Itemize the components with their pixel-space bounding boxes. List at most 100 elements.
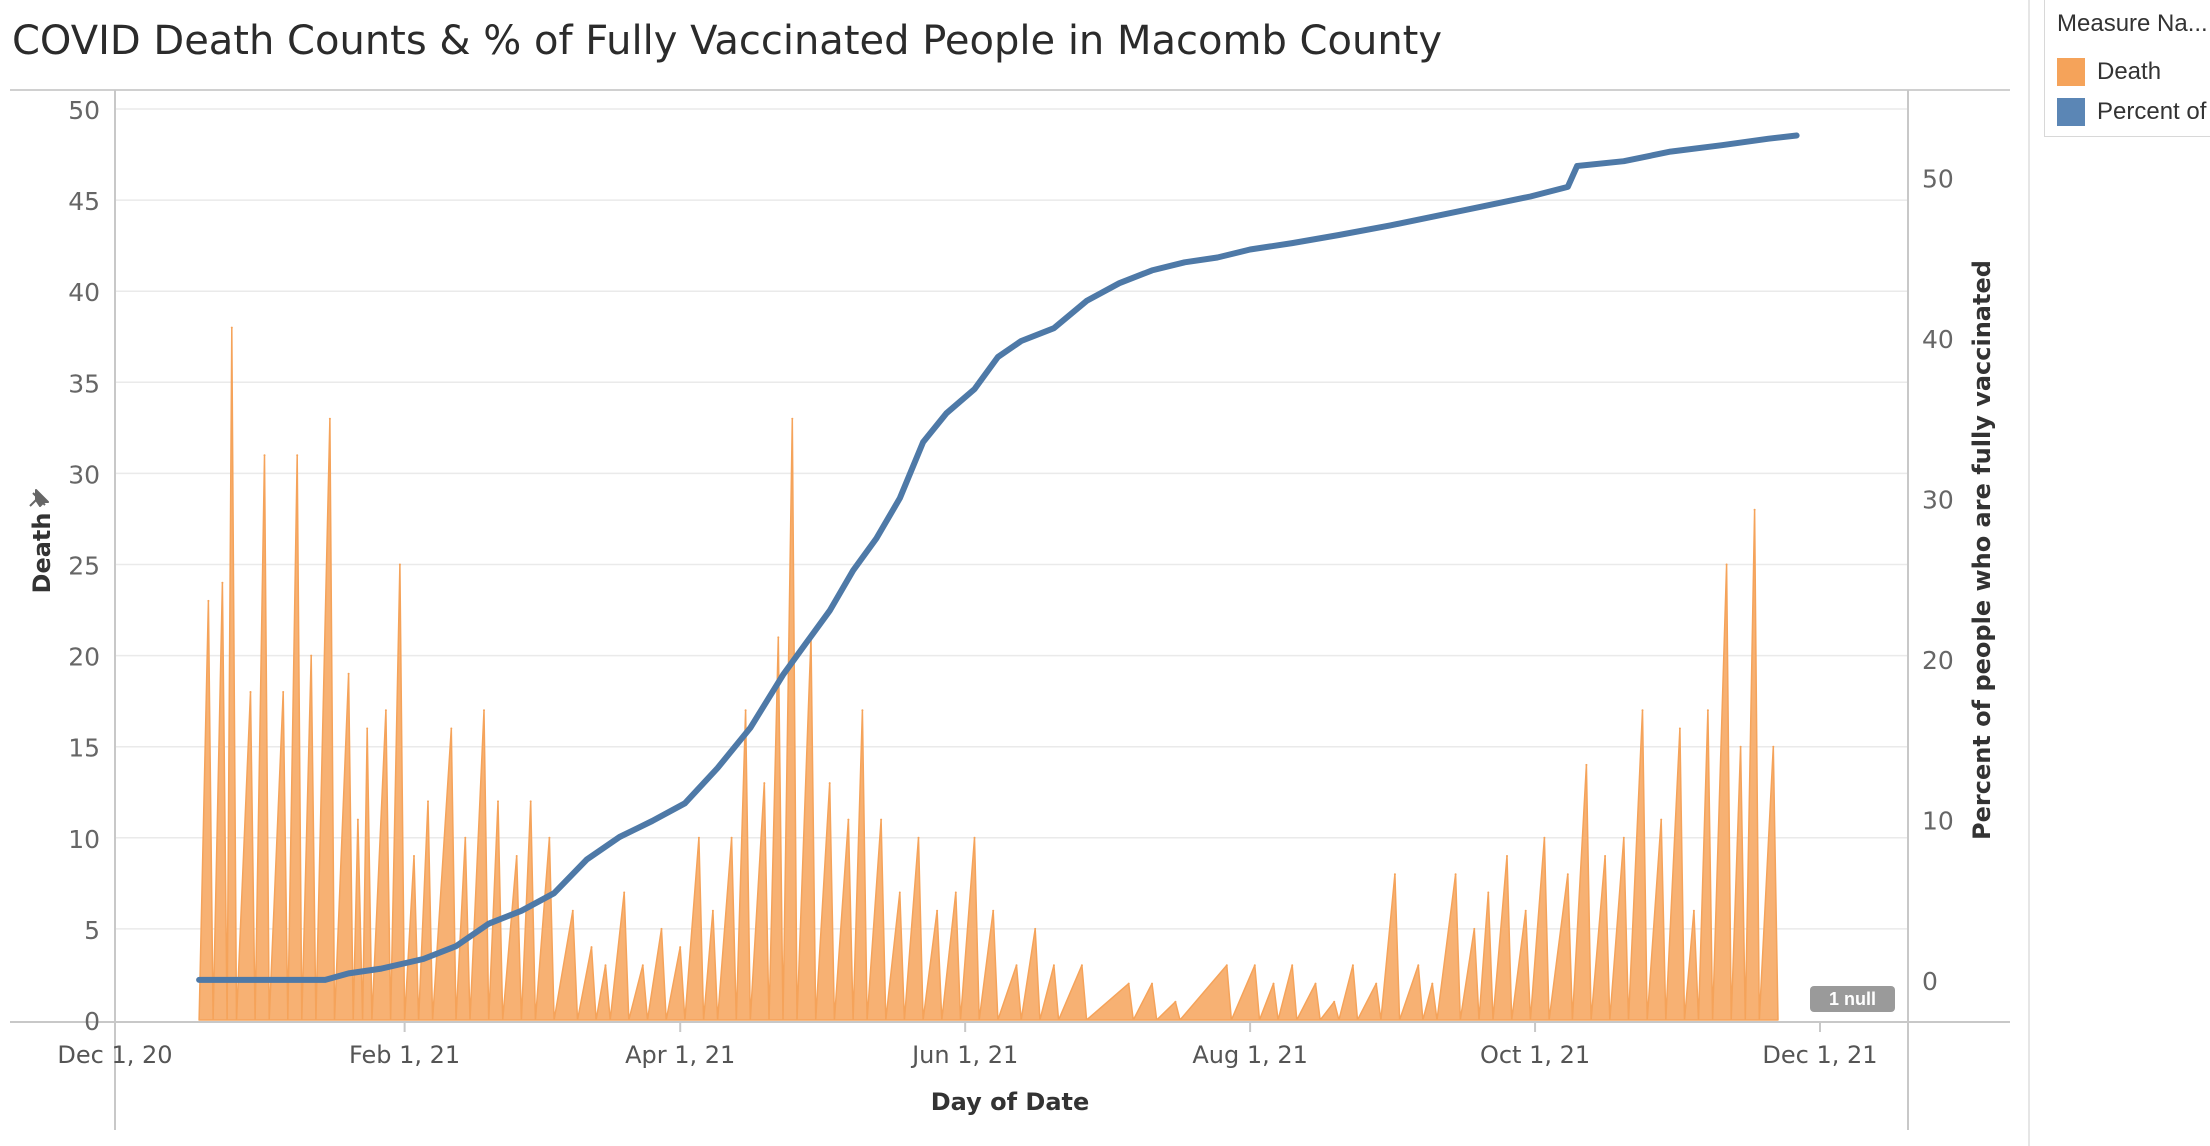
vaccinated-point[interactable]: [455, 945, 457, 948]
death-point[interactable]: [880, 818, 883, 821]
vaccinated-point[interactable]: [198, 978, 201, 981]
vaccinated-point[interactable]: [1085, 299, 1088, 302]
vaccinated-point[interactable]: [347, 972, 350, 975]
death-point[interactable]: [548, 836, 551, 839]
death-point[interactable]: [483, 709, 485, 712]
death-point[interactable]: [763, 782, 766, 785]
vaccinated-point[interactable]: [520, 909, 523, 912]
death-point[interactable]: [427, 800, 429, 803]
vaccinated-point[interactable]: [1337, 234, 1340, 236]
death-point[interactable]: [1622, 836, 1625, 839]
vaccinated-point[interactable]: [683, 802, 686, 805]
vaccinated-point[interactable]: [1249, 248, 1252, 251]
vaccinated-point[interactable]: [324, 978, 327, 981]
death-point[interactable]: [777, 636, 780, 639]
vaccinated-point[interactable]: [258, 978, 261, 981]
vaccinated-point[interactable]: [1020, 340, 1023, 342]
legend-item-death[interactable]: Death: [2057, 58, 2161, 86]
death-point[interactable]: [1487, 891, 1490, 894]
death-point[interactable]: [1174, 1000, 1177, 1003]
vaccinated-point[interactable]: [945, 412, 948, 415]
vaccinated-point[interactable]: [749, 726, 752, 729]
vaccinated-point[interactable]: [651, 820, 654, 822]
death-point[interactable]: [1015, 964, 1018, 967]
death-point[interactable]: [679, 946, 682, 949]
death-point[interactable]: [571, 909, 574, 912]
vaccinated-point[interactable]: [1151, 269, 1153, 272]
death-point[interactable]: [1291, 964, 1294, 967]
death-point[interactable]: [282, 691, 285, 693]
death-point[interactable]: [1431, 982, 1434, 985]
death-point[interactable]: [1225, 964, 1228, 967]
death-point[interactable]: [1660, 818, 1663, 821]
death-point[interactable]: [296, 454, 299, 457]
death-point[interactable]: [1585, 763, 1588, 766]
death-point[interactable]: [847, 818, 850, 821]
legend-item-percent[interactable]: Percent of: [2057, 98, 2206, 126]
vaccinated-point[interactable]: [805, 641, 808, 644]
death-point[interactable]: [413, 855, 415, 857]
death-point[interactable]: [898, 891, 901, 894]
vaccinated-point[interactable]: [852, 569, 855, 572]
vaccinated-point[interactable]: [782, 673, 784, 676]
death-point[interactable]: [263, 454, 266, 457]
death-point[interactable]: [1351, 964, 1354, 967]
vaccinated-point[interactable]: [422, 958, 425, 960]
death-point[interactable]: [450, 727, 453, 730]
vaccinated-point[interactable]: [618, 836, 621, 838]
death-point[interactable]: [1272, 982, 1275, 985]
death-point[interactable]: [917, 836, 920, 839]
vaccinated-point[interactable]: [1118, 282, 1121, 285]
death-point[interactable]: [641, 964, 644, 967]
vaccinated-point[interactable]: [1767, 137, 1770, 140]
death-point[interactable]: [623, 891, 626, 894]
death-point[interactable]: [1641, 709, 1644, 712]
death-point[interactable]: [1052, 964, 1055, 967]
death-point[interactable]: [1034, 927, 1037, 930]
vaccinated-point[interactable]: [1720, 144, 1723, 147]
vaccinated-point[interactable]: [1216, 256, 1219, 259]
death-point[interactable]: [1314, 982, 1317, 985]
death-point[interactable]: [1772, 745, 1775, 748]
death-point[interactable]: [398, 563, 401, 566]
death-point[interactable]: [1333, 1000, 1336, 1003]
death-point[interactable]: [730, 836, 733, 839]
vaccinated-point[interactable]: [1529, 195, 1532, 198]
death-point[interactable]: [515, 855, 518, 857]
death-point[interactable]: [249, 691, 252, 693]
vaccinated-point[interactable]: [973, 388, 976, 391]
death-point[interactable]: [697, 836, 700, 839]
death-point[interactable]: [1739, 745, 1742, 748]
death-point[interactable]: [828, 782, 831, 785]
vaccinated-point[interactable]: [875, 537, 878, 540]
death-point[interactable]: [1393, 873, 1396, 876]
vaccinated-point[interactable]: [1183, 261, 1186, 264]
death-point[interactable]: [366, 727, 369, 730]
vaccinated-point[interactable]: [380, 967, 383, 970]
death-point[interactable]: [221, 581, 224, 584]
death-point[interactable]: [207, 599, 210, 602]
death-point[interactable]: [1473, 927, 1476, 930]
vaccinated-point[interactable]: [898, 497, 901, 500]
vaccinated-point[interactable]: [922, 441, 925, 444]
death-point[interactable]: [1725, 563, 1728, 566]
death-point[interactable]: [1604, 855, 1607, 857]
vaccinated-point[interactable]: [1389, 224, 1392, 227]
death-point[interactable]: [1566, 873, 1569, 876]
pin-icon[interactable]: [29, 489, 49, 507]
death-point[interactable]: [356, 818, 359, 821]
death-point[interactable]: [328, 417, 331, 420]
death-point[interactable]: [347, 672, 350, 675]
vaccinated-point[interactable]: [1795, 134, 1798, 137]
vaccinated-line[interactable]: [196, 132, 1800, 983]
death-point[interactable]: [604, 964, 607, 967]
death-point[interactable]: [973, 836, 976, 839]
death-point[interactable]: [384, 709, 387, 712]
death-point[interactable]: [1524, 909, 1527, 912]
death-point[interactable]: [1127, 982, 1130, 985]
vaccinated-point[interactable]: [1566, 185, 1569, 188]
death-point[interactable]: [590, 946, 593, 949]
death-point[interactable]: [1375, 982, 1378, 985]
death-point[interactable]: [1706, 709, 1709, 712]
vaccinated-point[interactable]: [1622, 160, 1625, 163]
